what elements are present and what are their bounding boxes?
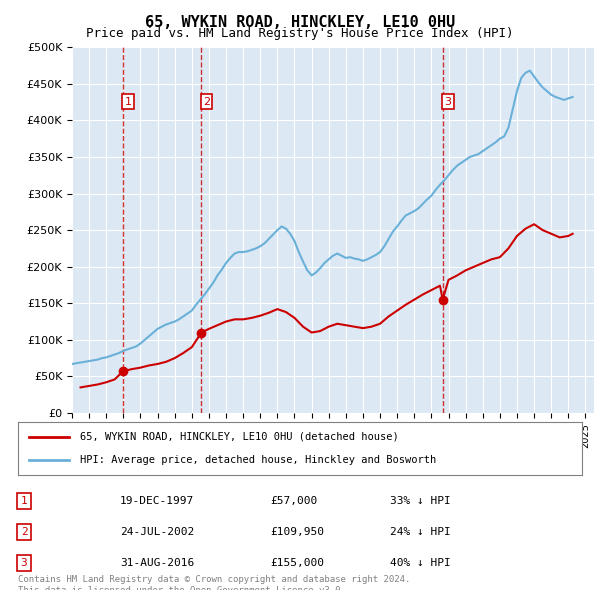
Text: 65, WYKIN ROAD, HINCKLEY, LE10 0HU: 65, WYKIN ROAD, HINCKLEY, LE10 0HU (145, 15, 455, 30)
Text: 1: 1 (20, 496, 28, 506)
Text: 19-DEC-1997: 19-DEC-1997 (120, 496, 194, 506)
Text: 24-JUL-2002: 24-JUL-2002 (120, 527, 194, 537)
Text: 2: 2 (20, 527, 28, 537)
Text: Contains HM Land Registry data © Crown copyright and database right 2024.
This d: Contains HM Land Registry data © Crown c… (18, 575, 410, 590)
Text: 33% ↓ HPI: 33% ↓ HPI (390, 496, 451, 506)
Text: Price paid vs. HM Land Registry's House Price Index (HPI): Price paid vs. HM Land Registry's House … (86, 27, 514, 40)
Text: £155,000: £155,000 (270, 558, 324, 568)
Text: 31-AUG-2016: 31-AUG-2016 (120, 558, 194, 568)
Text: 65, WYKIN ROAD, HINCKLEY, LE10 0HU (detached house): 65, WYKIN ROAD, HINCKLEY, LE10 0HU (deta… (80, 432, 399, 442)
Text: 1: 1 (125, 97, 131, 107)
Text: 40% ↓ HPI: 40% ↓ HPI (390, 558, 451, 568)
Text: £57,000: £57,000 (270, 496, 317, 506)
Text: 3: 3 (445, 97, 451, 107)
Text: 2: 2 (203, 97, 210, 107)
Text: 24% ↓ HPI: 24% ↓ HPI (390, 527, 451, 537)
Text: £109,950: £109,950 (270, 527, 324, 537)
Text: 3: 3 (20, 558, 28, 568)
Text: HPI: Average price, detached house, Hinckley and Bosworth: HPI: Average price, detached house, Hinc… (80, 455, 436, 465)
